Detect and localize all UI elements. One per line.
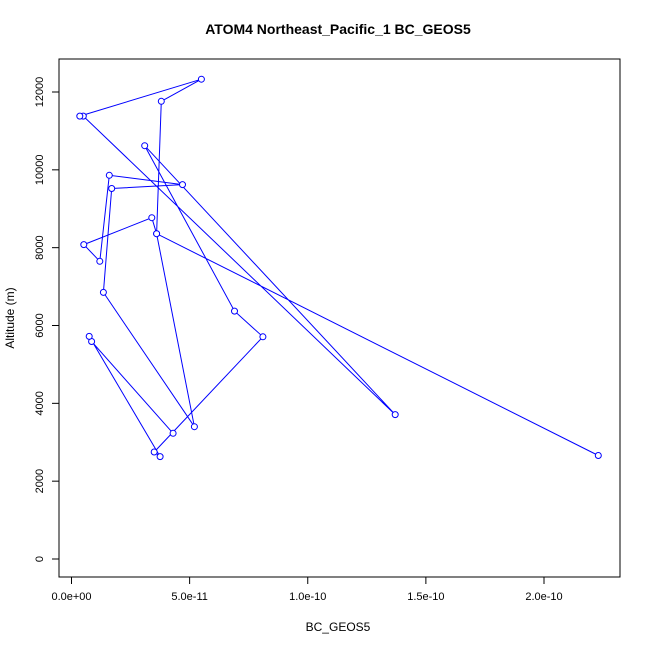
data-point (156, 453, 164, 461)
y-tick-label: 6000 (34, 313, 46, 337)
x-tick-label: 2.0e-10 (525, 591, 562, 603)
data-point (197, 75, 205, 83)
y-axis: 0 2000 4000 6000 8000 10000 12000 (34, 77, 60, 562)
data-point (80, 241, 88, 249)
plot-frame (58, 58, 621, 578)
data-point (231, 307, 238, 315)
data-point (190, 423, 198, 431)
y-tick-label: 2000 (34, 469, 46, 493)
data-point (99, 288, 107, 296)
series-line (79, 78, 599, 457)
data-point (76, 112, 84, 120)
y-tick-label: 8000 (34, 235, 46, 259)
data-point (85, 332, 93, 340)
data-point (108, 185, 116, 192)
data-point (594, 452, 602, 459)
series-layer (76, 75, 602, 461)
data-point (148, 214, 156, 222)
x-tick-label: 0.0e+00 (51, 591, 91, 603)
data-point (141, 142, 149, 150)
y-axis-label: Altitude (m) (3, 287, 17, 348)
x-axis: 0.0e+00 5.0e-11 1.0e-10 1.5e-10 2.0e-10 (51, 576, 563, 603)
y-tick-label: 12000 (34, 77, 46, 108)
data-point (179, 181, 186, 189)
data-point (169, 429, 177, 437)
x-tick-label: 1.5e-10 (407, 591, 444, 603)
data-point (153, 230, 161, 238)
data-point (391, 411, 399, 419)
data-point (157, 97, 165, 105)
chart-title: ATOM4 Northeast_Pacific_1 BC_GEOS5 (205, 21, 471, 37)
data-point (96, 257, 104, 265)
x-tick-label: 1.0e-10 (289, 591, 326, 603)
y-tick-label: 4000 (34, 391, 46, 415)
data-point (150, 448, 158, 456)
data-point (105, 171, 113, 179)
y-tick-label: 10000 (34, 155, 46, 186)
x-axis-label: BC_GEOS5 (306, 620, 371, 634)
x-tick-label: 5.0e-11 (171, 591, 208, 603)
y-tick-label: 0 (34, 556, 46, 562)
data-point (259, 333, 267, 341)
